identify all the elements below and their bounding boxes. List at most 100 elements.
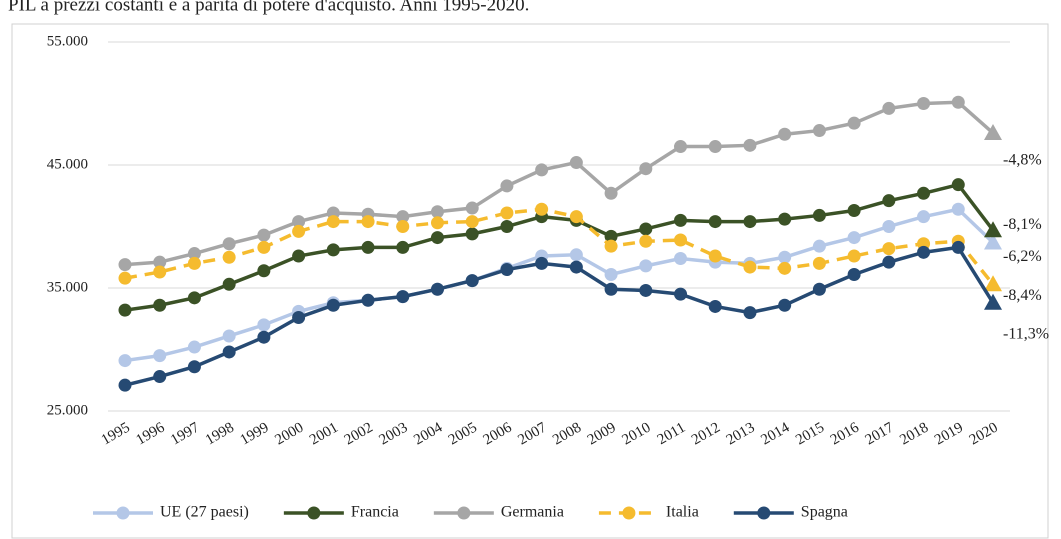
point-marker <box>118 271 132 285</box>
point-marker <box>257 330 271 344</box>
point-marker <box>535 202 549 216</box>
legend-label: UE (27 paesi) <box>160 504 249 521</box>
point-marker <box>951 240 965 254</box>
point-marker <box>500 179 514 193</box>
point-marker <box>153 298 167 312</box>
legend-label: Francia <box>351 504 399 521</box>
point-marker <box>847 267 861 281</box>
point-marker <box>743 215 757 229</box>
x-tick-label: 2019 <box>932 420 966 449</box>
point-marker <box>257 264 271 278</box>
point-marker <box>639 222 653 236</box>
x-tick-label: 1999 <box>238 420 272 449</box>
end-label: -6,2% <box>1003 248 1042 265</box>
point-marker <box>222 237 236 251</box>
point-marker <box>604 282 618 296</box>
series-line <box>124 100 995 267</box>
point-marker <box>639 162 653 176</box>
point-marker <box>465 227 479 241</box>
point-marker <box>812 239 826 253</box>
point-marker <box>153 349 167 363</box>
point-marker <box>361 215 375 229</box>
point-marker <box>569 210 583 224</box>
end-label: -8,4% <box>1003 287 1042 304</box>
legend-marker <box>757 506 771 520</box>
point-marker <box>812 124 826 138</box>
x-tick-label: 2000 <box>272 420 306 449</box>
point-marker <box>500 220 514 233</box>
point-marker <box>187 360 201 374</box>
point-marker <box>292 224 306 238</box>
point-marker <box>812 208 826 222</box>
point-marker <box>847 116 861 130</box>
point-marker <box>984 221 1002 238</box>
end-label: -8,1% <box>1003 216 1042 233</box>
x-tick-label: 2017 <box>863 419 897 448</box>
point-marker <box>222 277 236 291</box>
point-marker <box>569 156 583 170</box>
point-marker <box>984 293 1002 310</box>
legend-label: Spagna <box>801 504 848 521</box>
point-marker <box>639 259 653 273</box>
y-tick-label: 45.000 <box>47 156 88 172</box>
point-marker <box>951 95 965 109</box>
x-tick-label: 2015 <box>793 420 827 449</box>
point-marker <box>882 255 896 269</box>
x-tick-label: 2013 <box>724 420 758 449</box>
point-marker <box>778 261 792 275</box>
point-marker <box>118 258 132 272</box>
point-marker <box>917 210 931 224</box>
x-tick-label: 2009 <box>585 420 619 449</box>
point-marker <box>222 345 236 359</box>
x-tick-label: 1997 <box>168 419 202 448</box>
point-marker <box>326 243 340 257</box>
point-marker <box>187 247 201 261</box>
point-marker <box>847 249 861 263</box>
point-marker <box>708 215 722 229</box>
y-tick-label: 35.000 <box>47 279 88 295</box>
legend-marker <box>457 506 471 520</box>
point-marker <box>292 249 306 263</box>
point-marker <box>743 260 757 274</box>
point-marker <box>361 293 375 307</box>
point-marker <box>222 329 236 343</box>
point-marker <box>674 251 688 265</box>
point-marker <box>882 194 896 208</box>
point-marker <box>708 140 722 154</box>
point-marker <box>396 290 410 304</box>
x-tick-label: 2003 <box>376 420 410 449</box>
point-marker <box>674 140 688 154</box>
point-marker <box>917 186 931 200</box>
x-tick-label: 2005 <box>446 420 480 449</box>
point-marker <box>465 201 479 215</box>
point-marker <box>153 255 167 269</box>
legend-marker <box>622 506 636 520</box>
point-marker <box>812 282 826 296</box>
x-tick-label: 2011 <box>655 420 689 449</box>
point-marker <box>396 220 410 233</box>
point-marker <box>604 229 618 243</box>
point-marker <box>569 248 583 262</box>
point-marker <box>708 249 722 263</box>
point-marker <box>882 220 896 233</box>
x-tick-label: 2008 <box>550 420 584 449</box>
point-marker <box>257 318 271 332</box>
point-marker <box>917 97 931 110</box>
point-marker <box>187 340 201 354</box>
x-tick-label: 2006 <box>481 419 515 448</box>
point-marker <box>778 250 792 264</box>
point-marker <box>430 231 444 245</box>
x-tick-label: 2001 <box>307 420 341 449</box>
point-marker <box>639 234 653 248</box>
point-marker <box>639 283 653 297</box>
point-marker <box>951 178 965 192</box>
series-line <box>124 182 995 312</box>
point-marker <box>118 354 132 368</box>
point-marker <box>674 287 688 301</box>
x-tick-label: 2014 <box>758 419 792 448</box>
point-marker <box>153 265 167 279</box>
point-marker <box>743 138 757 152</box>
legend-marker <box>307 506 321 520</box>
point-marker <box>257 240 271 254</box>
